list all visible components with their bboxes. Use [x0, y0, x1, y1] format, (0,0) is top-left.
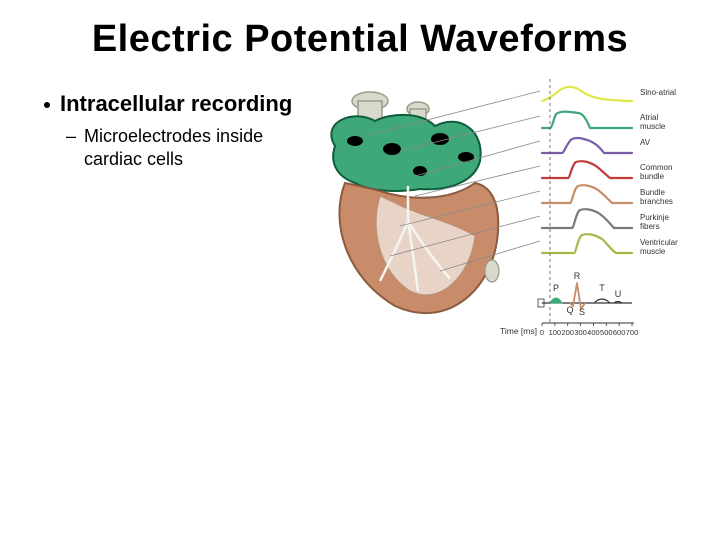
bullet-level-1: Intracellular recording [40, 91, 300, 117]
svg-text:600: 600 [613, 328, 626, 337]
bullet-1-text: Intracellular recording [60, 91, 292, 116]
svg-text:700: 700 [626, 328, 639, 337]
svg-text:Sino-atrial: Sino-atrial [640, 88, 676, 97]
svg-text:100: 100 [549, 328, 562, 337]
svg-text:fibers: fibers [640, 222, 660, 231]
svg-text:200: 200 [561, 328, 574, 337]
svg-text:Common: Common [640, 163, 672, 172]
svg-text:300: 300 [574, 328, 587, 337]
svg-text:S: S [579, 307, 585, 317]
text-column: Intracellular recording –Microelectrodes… [40, 91, 300, 170]
svg-text:branches: branches [640, 197, 673, 206]
time-axis: 0 100200300400500600700 Time [ms] [500, 323, 638, 337]
bullet-2-text: Microelectrodes inside cardiac cells [84, 126, 263, 169]
heart-illustration [331, 92, 499, 313]
svg-text:AV: AV [640, 138, 651, 147]
svg-text:P: P [553, 283, 559, 293]
svg-text:bundle: bundle [640, 172, 665, 181]
svg-text:Atrial: Atrial [640, 113, 658, 122]
svg-text:muscle: muscle [640, 247, 666, 256]
svg-text:Q: Q [566, 305, 573, 315]
svg-text:500: 500 [600, 328, 613, 337]
bullet-level-2: –Microelectrodes inside cardiac cells [40, 125, 300, 170]
trace-labels: Sino-atrialAtrialmuscleAVCommonbundleBun… [640, 88, 678, 256]
svg-text:400: 400 [587, 328, 600, 337]
svg-text:muscle: muscle [640, 122, 666, 131]
svg-text:Ventricular: Ventricular [640, 238, 678, 247]
svg-text:Purkinje: Purkinje [640, 213, 669, 222]
content-area: Intracellular recording –Microelectrodes… [0, 71, 720, 170]
svg-text:U: U [615, 289, 622, 299]
svg-text:0: 0 [540, 328, 544, 337]
svg-text:T: T [599, 283, 605, 293]
diagram-figure: P Q R S TU 0 100200300400500600700 Time [ms] S… [280, 61, 710, 461]
svg-text:Bundle: Bundle [640, 188, 665, 197]
bullet-dash-icon: – [66, 126, 76, 146]
figure-column: PQRSTU 0100200300400500600700Time [ms] S… [300, 91, 720, 170]
svg-text:Time [ms]: Time [ms] [500, 326, 537, 336]
svg-text:R: R [574, 271, 581, 281]
ecg-trace: P Q R S TU [538, 271, 632, 317]
waveform-traces [542, 87, 632, 253]
bullet-dot-icon [44, 102, 50, 108]
